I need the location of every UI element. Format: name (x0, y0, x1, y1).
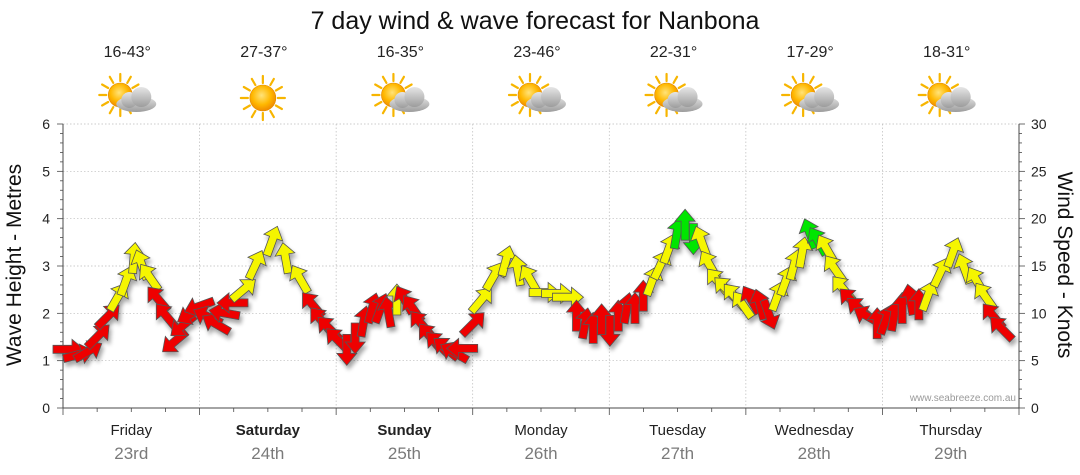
chart-axes: 0 1 2 3 4 5 6 0 5 10 15 20 25 30 (42, 116, 1047, 416)
x-day-name: Sunday (377, 422, 432, 439)
x-day-name: Wednesday (775, 422, 854, 439)
wind-arrows (52, 208, 1016, 367)
y-tick-label-left: 2 (42, 305, 50, 321)
x-day-name: Friday (110, 422, 152, 439)
partly-cloudy-icon (644, 72, 703, 118)
y-tick-label-right: 30 (1031, 116, 1047, 132)
wind-arrow (481, 262, 505, 293)
x-day-date: 29th (934, 444, 967, 463)
wind-arrow (244, 250, 267, 281)
day-temperature-range: 23-46° (513, 44, 560, 61)
day-header: 22-31° (644, 44, 703, 118)
wind-arrow (674, 208, 696, 241)
partly-cloudy-icon (507, 72, 566, 118)
day-temperature-range: 18-31° (923, 44, 970, 61)
day-header: 16-35° (371, 44, 430, 118)
partly-cloudy-icon (781, 72, 840, 118)
wind-arrow (943, 237, 965, 269)
wind-arrow (228, 279, 256, 304)
day-temperature-range: 22-31° (650, 44, 697, 61)
day-header: 17-29° (781, 44, 840, 118)
sunny-icon (239, 74, 286, 122)
wind-arrow (289, 264, 312, 295)
wind-arrow (446, 337, 479, 360)
x-day-date: 28th (798, 444, 831, 463)
wind-arrow (83, 324, 110, 351)
y-axis-right-label: Wind Speed - Knots (1053, 172, 1076, 359)
y-tick-label-right: 0 (1031, 400, 1039, 416)
partly-cloudy-icon (371, 72, 430, 118)
wind-arrow (262, 225, 284, 258)
wind-arrow (344, 322, 367, 355)
wind-arrow (759, 298, 781, 330)
wind-arrow (990, 316, 1016, 343)
chart-grid (63, 123, 1019, 409)
day-header: 16-43° (98, 44, 157, 118)
wind-arrow (599, 314, 621, 348)
y-tick-label-left: 4 (42, 211, 50, 227)
wind-arrow (918, 280, 940, 313)
credit-text: www.seabreeze.com.au (909, 393, 1016, 404)
y-tick-label-left: 5 (42, 163, 50, 179)
y-tick-label-right: 5 (1031, 353, 1039, 369)
chart-title: 7 day wind & wave forecast for Nanbona (311, 7, 760, 35)
partly-cloudy-icon (917, 72, 976, 118)
x-day-name: Monday (514, 422, 568, 439)
x-day-date: 26th (524, 444, 557, 463)
wind-arrow (274, 242, 296, 275)
x-day-name: Saturday (236, 422, 301, 439)
wind-arrow (216, 292, 249, 314)
day-temperature-range: 16-35° (377, 44, 424, 61)
day-header: 18-31° (917, 44, 976, 118)
y-tick-label-left: 3 (42, 258, 50, 274)
y-tick-label-right: 10 (1031, 305, 1047, 321)
day-temperature-range: 16-43° (104, 44, 151, 61)
day-header: 27-37° (239, 44, 288, 122)
day-temperature-range: 17-29° (786, 44, 833, 61)
y-tick-label-right: 25 (1031, 163, 1047, 179)
x-day-date: 24th (251, 444, 284, 463)
x-axis-day-labels: Friday 23rd Saturday 24th Sunday 25th Monday 26… (110, 422, 982, 463)
x-day-name: Tuesday (649, 422, 706, 439)
y-axis-left-label: Wave Height - Metres (3, 164, 26, 366)
day-headers: 16-43° 27-37° 16-35° 23-46° 22-31° 17-29° 18-3… (98, 44, 976, 122)
partly-cloudy-icon (98, 72, 157, 118)
day-temperature-range: 27-37° (240, 44, 287, 61)
y-tick-label-left: 1 (42, 353, 50, 369)
x-day-date: 23rd (114, 444, 148, 463)
y-tick-label-right: 20 (1031, 211, 1047, 227)
x-day-name: Thursday (919, 422, 982, 439)
x-day-date: 27th (661, 444, 694, 463)
y-tick-label-left: 6 (42, 116, 50, 132)
wind-arrow (116, 265, 138, 298)
wind-arrow (458, 312, 485, 338)
wind-arrow (467, 287, 492, 315)
y-tick-label-right: 15 (1031, 258, 1047, 274)
x-day-date: 25th (388, 444, 421, 463)
wind-arrow (792, 236, 814, 269)
y-tick-label-left: 0 (42, 400, 50, 416)
day-header: 23-46° (507, 44, 566, 118)
